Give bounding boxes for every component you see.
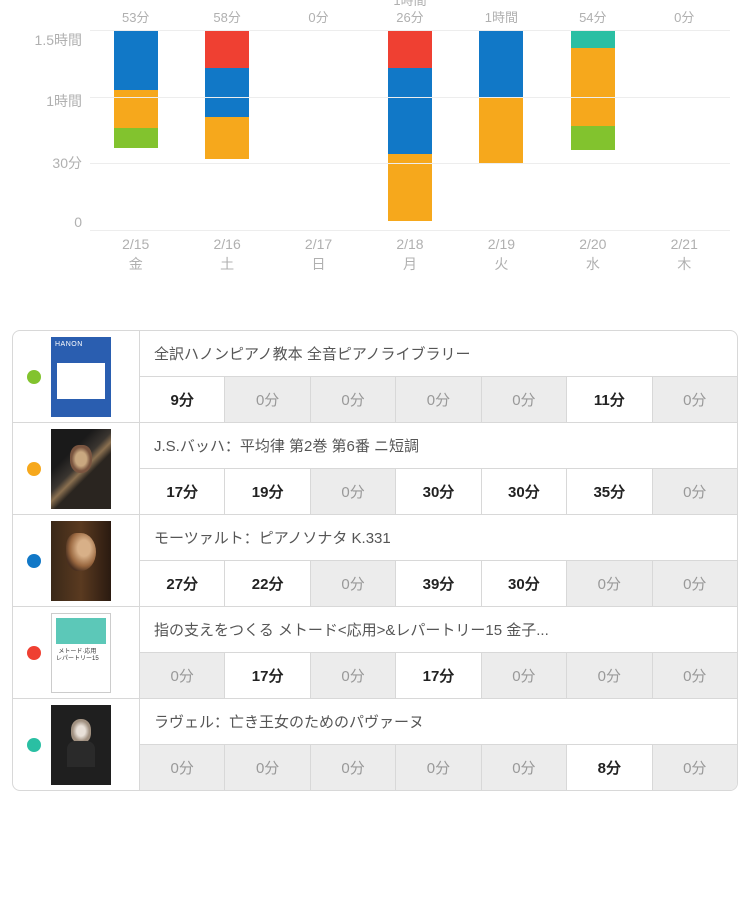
- minutes-cell: 27分: [140, 561, 225, 606]
- book-thumbnail: [51, 613, 111, 693]
- minutes-cell: 0分: [653, 469, 737, 514]
- y-axis-label: 0: [20, 214, 90, 230]
- practice-chart: 1.5時間1時間30分0 53分58分0分1時間 26分1時間54分0分 2/1…: [0, 0, 750, 320]
- table-row[interactable]: モーツァルト：ピアノソナタ K.33127分22分0分39分30分0分0分: [13, 515, 737, 607]
- bar-total-label: 0分: [308, 10, 328, 27]
- minutes-cell: 0分: [396, 377, 481, 422]
- practice-table: 全訳ハノンピアノ教本 全音ピアノライブラリー9分0分0分0分0分11分0分J.S…: [12, 330, 738, 791]
- bar-column: 54分: [547, 30, 638, 230]
- bar-segment-mozart: [114, 30, 158, 90]
- minutes-cell: 0分: [653, 377, 737, 422]
- x-axis-label: 2/17日: [273, 235, 364, 274]
- minutes-cell: 0分: [140, 745, 225, 790]
- minutes-cell: 0分: [311, 653, 396, 698]
- book-title: J.S.バッハ：平均律 第2巻 第6番 ニ短調: [140, 423, 737, 469]
- bar-total-label: 53分: [122, 10, 149, 27]
- minutes-cell: 30分: [482, 469, 567, 514]
- bar-segment-method: [388, 30, 432, 68]
- minutes-cell: 30分: [482, 561, 567, 606]
- bar-total-label: 0分: [674, 10, 694, 27]
- minutes-cell: 30分: [396, 469, 481, 514]
- x-axis-label: 2/19火: [456, 235, 547, 274]
- x-axis-label: 2/18月: [364, 235, 455, 274]
- bar-total-label: 1時間 26分: [393, 0, 426, 27]
- bar-segment-hanon: [571, 126, 615, 150]
- minutes-cell: 0分: [482, 377, 567, 422]
- y-axis-label: 1時間: [20, 91, 90, 111]
- table-row[interactable]: J.S.バッハ：平均律 第2巻 第6番 ニ短調17分19分0分30分30分35分…: [13, 423, 737, 515]
- minutes-cell: 0分: [311, 745, 396, 790]
- minutes-cell: 0分: [653, 561, 737, 606]
- y-axis: 1.5時間 1時間 30分 0: [20, 20, 90, 230]
- minutes-cell: 0分: [311, 561, 396, 606]
- bar-segment-bach: [571, 48, 615, 126]
- minutes-cell: 17分: [140, 469, 225, 514]
- bar-total-label: 1時間: [485, 10, 518, 27]
- x-axis-label: 2/20水: [547, 235, 638, 274]
- bar-segment-ravel: [571, 30, 615, 48]
- minutes-cell: 0分: [225, 745, 310, 790]
- bar-column: 1時間 26分: [364, 30, 455, 230]
- x-axis: 2/15金2/16土2/17日2/18月2/19火2/20水2/21木: [90, 235, 730, 274]
- minutes-cell: 0分: [567, 653, 652, 698]
- minutes-cell: 0分: [567, 561, 652, 606]
- bar-column: 58分: [181, 30, 272, 230]
- book-thumbnail: [51, 429, 111, 509]
- bar-segment-mozart: [388, 68, 432, 155]
- book-thumbnail: [51, 705, 111, 785]
- minutes-cell: 0分: [482, 745, 567, 790]
- book-thumbnail: [51, 521, 111, 601]
- bar-segment-bach: [205, 117, 249, 159]
- bar-total-label: 54分: [579, 10, 606, 27]
- minutes-cell: 8分: [567, 745, 652, 790]
- minutes-cell: 0分: [396, 745, 481, 790]
- book-thumbnail: [51, 337, 111, 417]
- bar-segment-hanon: [114, 128, 158, 148]
- minutes-cell: 0分: [653, 653, 737, 698]
- x-axis-label: 2/21木: [639, 235, 730, 274]
- bar-container: 53分58分0分1時間 26分1時間54分0分: [90, 30, 730, 230]
- table-row[interactable]: 全訳ハノンピアノ教本 全音ピアノライブラリー9分0分0分0分0分11分0分: [13, 331, 737, 423]
- book-title: 指の支えをつくる メトード<応用>&レパートリー15 金子...: [140, 607, 737, 653]
- series-color-dot: [27, 370, 41, 384]
- minutes-cell: 39分: [396, 561, 481, 606]
- series-color-dot: [27, 646, 41, 660]
- bar-segment-mozart: [205, 68, 249, 117]
- y-axis-label: 30分: [20, 153, 90, 173]
- y-axis-label: 1.5時間: [20, 30, 90, 50]
- x-axis-label: 2/15金: [90, 235, 181, 274]
- minutes-cell: 35分: [567, 469, 652, 514]
- table-row[interactable]: 指の支えをつくる メトード<応用>&レパートリー15 金子...0分17分0分1…: [13, 607, 737, 699]
- minutes-cell: 0分: [482, 653, 567, 698]
- series-color-dot: [27, 462, 41, 476]
- book-title: 全訳ハノンピアノ教本 全音ピアノライブラリー: [140, 331, 737, 377]
- chart-plot: 53分58分0分1時間 26分1時間54分0分 2/15金2/16土2/17日2…: [90, 20, 730, 280]
- book-title: ラヴェル：亡き王女のためのパヴァーヌ: [140, 699, 737, 745]
- bar-column: 53分: [90, 30, 181, 230]
- minutes-cell: 9分: [140, 377, 225, 422]
- x-axis-label: 2/16土: [181, 235, 272, 274]
- minutes-cell: 22分: [225, 561, 310, 606]
- bar-column: 0分: [639, 30, 730, 230]
- minutes-cell: 0分: [311, 469, 396, 514]
- bar-column: 0分: [273, 30, 364, 230]
- minutes-cell: 17分: [396, 653, 481, 698]
- minutes-cell: 0分: [140, 653, 225, 698]
- series-color-dot: [27, 554, 41, 568]
- bar-segment-bach: [388, 154, 432, 221]
- minutes-cell: 0分: [653, 745, 737, 790]
- bar-total-label: 58分: [213, 10, 240, 27]
- series-color-dot: [27, 738, 41, 752]
- minutes-cell: 19分: [225, 469, 310, 514]
- bar-segment-method: [205, 30, 249, 68]
- book-title: モーツァルト：ピアノソナタ K.331: [140, 515, 737, 561]
- minutes-cell: 11分: [567, 377, 652, 422]
- bar-segment-mozart: [479, 30, 523, 97]
- table-row[interactable]: ラヴェル：亡き王女のためのパヴァーヌ0分0分0分0分0分8分0分: [13, 699, 737, 790]
- bar-column: 1時間: [456, 30, 547, 230]
- minutes-cell: 17分: [225, 653, 310, 698]
- minutes-cell: 0分: [225, 377, 310, 422]
- minutes-cell: 0分: [311, 377, 396, 422]
- bar-segment-bach: [479, 97, 523, 164]
